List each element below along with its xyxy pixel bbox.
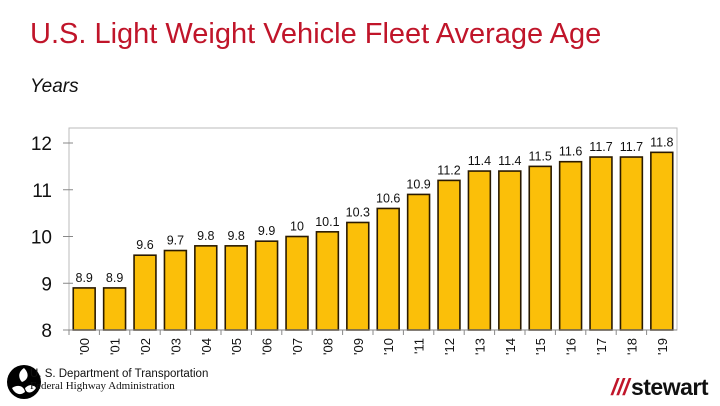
data-label: 10.9: [406, 177, 430, 191]
bar: [315, 231, 340, 331]
bar: [528, 165, 552, 331]
x-tick-label: '15: [533, 338, 548, 355]
bar: [346, 221, 370, 331]
data-label: 8.9: [106, 271, 123, 285]
stewart-logo: ///stewart: [611, 374, 708, 401]
bar: [133, 254, 157, 331]
chart-title: U.S. Light Weight Vehicle Fleet Average …: [30, 18, 602, 50]
x-tick-label: '07: [290, 338, 305, 355]
x-tick-label: '00: [77, 338, 92, 355]
plot-frame: [68, 127, 678, 331]
x-tick-label: '12: [442, 338, 457, 355]
bar: [498, 170, 522, 331]
data-label: 10.3: [346, 205, 370, 219]
x-tick-label: '08: [320, 338, 335, 355]
bar: [406, 193, 431, 331]
bar: [650, 151, 674, 331]
y-tick-label: 11: [32, 181, 52, 202]
data-label: 8.9: [76, 271, 93, 285]
bar: [376, 207, 400, 331]
x-tick-label: '10: [381, 338, 396, 355]
bar: [224, 245, 248, 331]
x-tick-label: '17: [594, 338, 609, 355]
data-label: 11.5: [528, 149, 551, 163]
bar: [194, 245, 218, 331]
bar: [437, 179, 461, 331]
bar: [163, 249, 188, 331]
data-label: 9.9: [258, 224, 275, 238]
y-tick-label: 9: [41, 274, 52, 295]
source-line-2: Federal Highway Administration: [30, 380, 175, 392]
x-tick-label: '14: [503, 338, 518, 355]
stewart-wordmark: stewart: [630, 374, 709, 400]
data-label: 9.6: [136, 238, 153, 252]
x-tick-label: '01: [108, 338, 123, 355]
x-tick-label: '18: [624, 338, 639, 355]
x-tick-label: '06: [260, 338, 275, 355]
x-tick-label: '03: [168, 338, 183, 355]
data-label: 11.7: [589, 140, 612, 154]
data-label: 11.6: [559, 145, 582, 159]
bar: [619, 156, 644, 331]
y-tick-label: 12: [31, 134, 52, 155]
data-label: 9.8: [228, 229, 245, 243]
y-axis-label: Years: [30, 76, 79, 97]
stewart-mark: ///: [611, 374, 629, 400]
x-tick-label: '09: [351, 338, 366, 355]
y-tick-label: 8: [41, 321, 52, 342]
bar: [558, 160, 583, 331]
data-label: 10.6: [376, 191, 400, 205]
x-tick-label: '02: [138, 338, 153, 355]
bar: [285, 235, 309, 331]
bar: [102, 287, 127, 331]
data-label: 11.7: [620, 140, 643, 154]
x-tick-label: '13: [472, 338, 487, 355]
data-label: 10.1: [315, 215, 339, 229]
x-tick-label: '19: [655, 338, 670, 355]
x-tick-label: '04: [199, 338, 214, 355]
dot-logo-icon: [7, 365, 41, 399]
data-label: 9.8: [197, 229, 214, 243]
bar: [589, 156, 613, 331]
bar: [72, 287, 96, 331]
data-label: 9.7: [167, 234, 184, 248]
x-tick-label: '05: [229, 338, 244, 355]
y-tick-label: 10: [31, 228, 52, 249]
x-tick-label: '16: [564, 338, 579, 355]
data-label: 11.4: [468, 154, 491, 168]
data-label: 11.4: [498, 154, 521, 168]
source-attribution: U. S. Department of Transportation Feder…: [30, 368, 208, 392]
bar: [467, 170, 492, 331]
data-label: 11.2: [437, 163, 460, 177]
data-label: 11.8: [650, 135, 673, 149]
bar: [254, 240, 279, 331]
source-line-1: U. S. Department of Transportation: [30, 368, 209, 380]
data-label: 10: [290, 220, 304, 234]
x-tick-label: '11: [412, 338, 427, 354]
